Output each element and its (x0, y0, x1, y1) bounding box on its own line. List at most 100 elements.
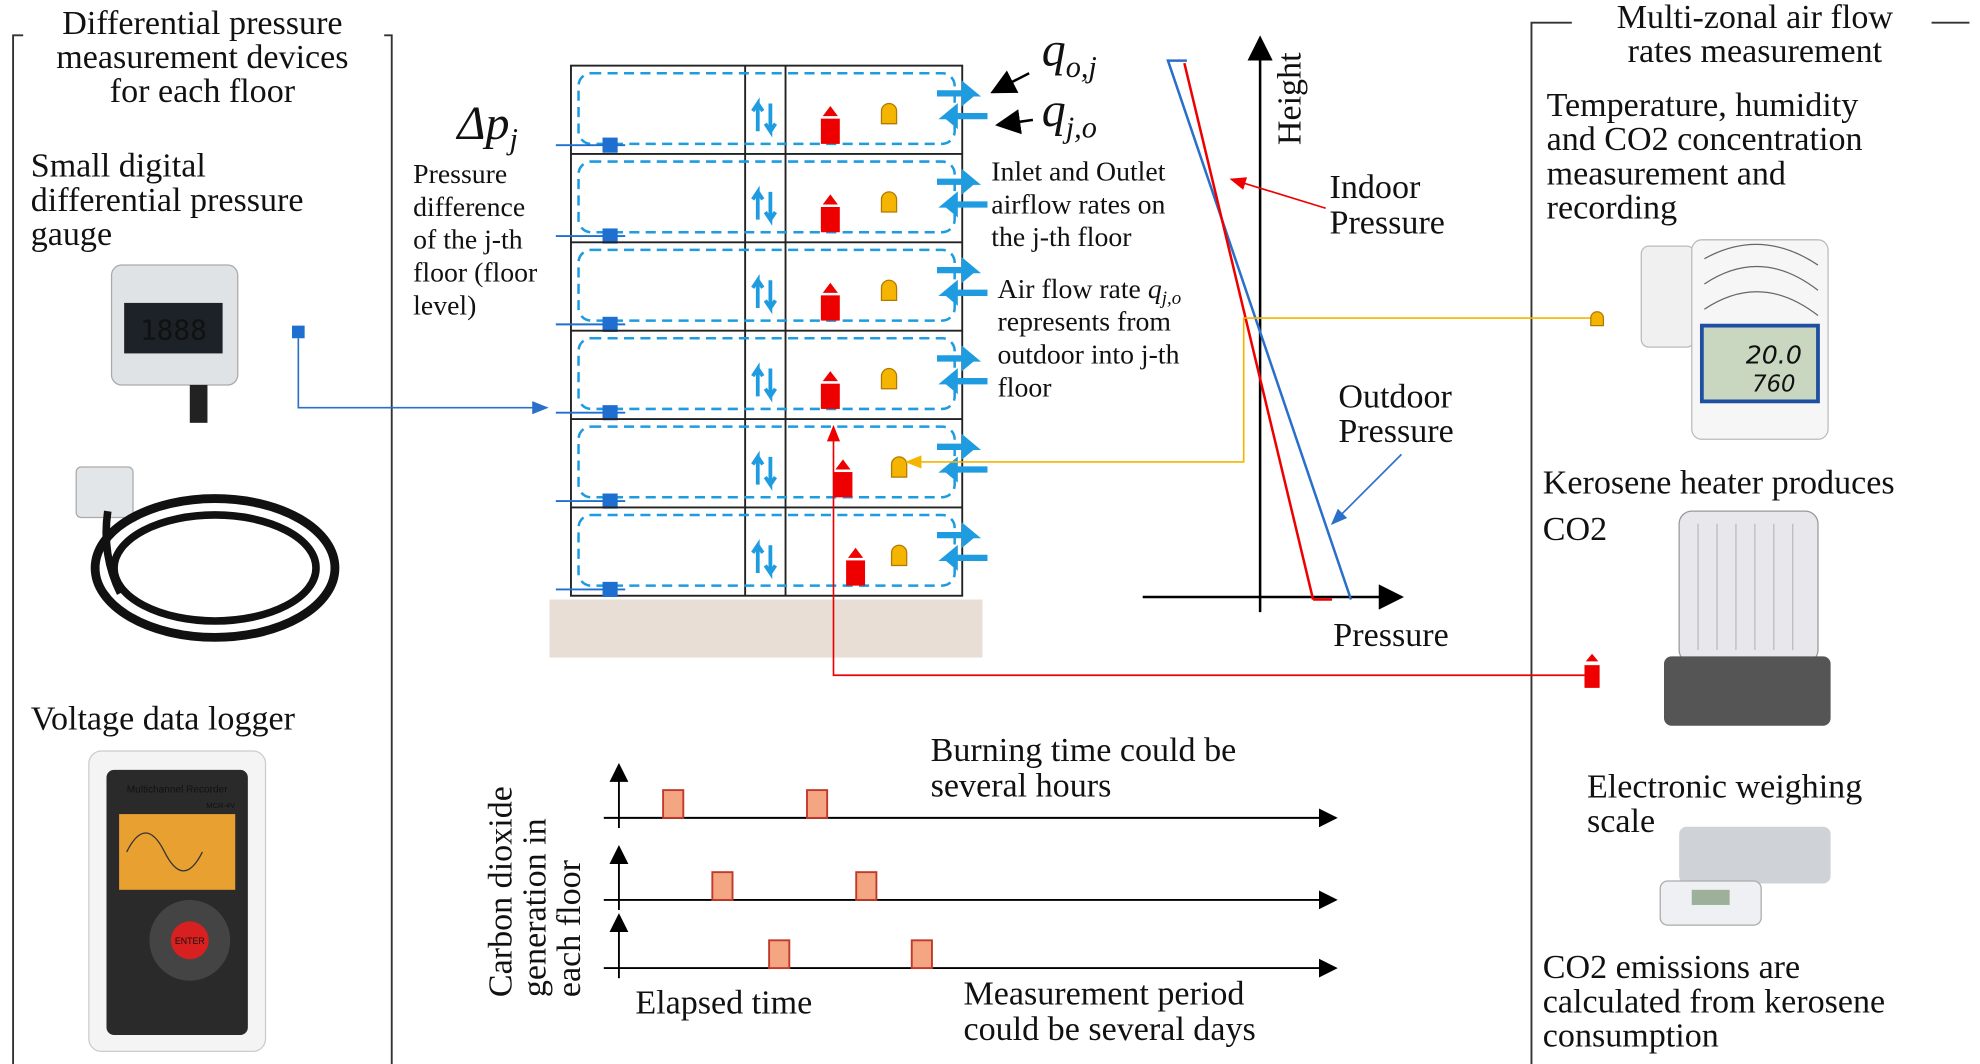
label: differential pressure (31, 182, 304, 219)
core-flow (751, 362, 778, 403)
panel-title: Differential pressure (62, 5, 342, 42)
heater-photo (1663, 510, 1831, 726)
label: Kerosene heater produces (1543, 465, 1895, 502)
heater-icon (846, 560, 866, 586)
heater-icon (820, 206, 840, 233)
dp-sensor (602, 581, 618, 598)
co2-sensor (890, 544, 908, 567)
pressure-graph: Height Pressure Indoor Pressure Outdoor … (1142, 35, 1454, 654)
note: of the j-th (413, 225, 523, 256)
burn-period (910, 939, 933, 970)
heater-icon (835, 459, 851, 470)
indoor-line (1183, 62, 1315, 600)
axis-label: Height (1271, 52, 1308, 145)
axis-label: Elapsed time (635, 985, 812, 1022)
outflow (936, 168, 982, 195)
heater-icon (1584, 653, 1600, 688)
co2-sensor (880, 367, 898, 390)
inflow (938, 191, 988, 218)
inflow (938, 103, 988, 130)
label: and CO2 concentration (1547, 121, 1863, 158)
label: measurement and (1547, 155, 1786, 192)
display: 760 (1752, 371, 1795, 397)
label: Electronic weighing (1587, 769, 1862, 806)
burn-period (855, 871, 878, 901)
note: outdoor into j-th (998, 340, 1180, 371)
core-flow (751, 273, 778, 315)
heater-icon (822, 194, 838, 205)
label: CO2 emissions are (1543, 949, 1800, 986)
dp-label: Δpj (455, 97, 518, 156)
connector (826, 424, 1585, 677)
dp-sensor (602, 228, 618, 244)
note: airflow rates on (991, 189, 1165, 220)
scale-photo (1659, 826, 1831, 926)
right-panel: Multi-zonal air flow rates measurement T… (826, 0, 1970, 1064)
sensor-icon (1590, 311, 1605, 327)
outflow (936, 257, 982, 284)
inflow (938, 544, 988, 571)
device-text: ENTER (175, 936, 205, 946)
zone (577, 248, 956, 322)
label: Outdoor (1338, 379, 1452, 416)
note: the j-th floor (991, 222, 1131, 253)
dp-sensor (602, 493, 618, 509)
burn-period (806, 789, 829, 819)
co2-sensor (880, 279, 898, 302)
connector (905, 317, 1594, 469)
label: calculated from kerosene (1543, 983, 1885, 1020)
note: several hours (931, 767, 1112, 804)
note: Burning time could be (931, 732, 1237, 769)
heater-icon (822, 371, 838, 382)
timeline: Carbon dioxide generation in each floor … (483, 732, 1338, 1048)
zone (577, 71, 956, 146)
panel-title: for each floor (110, 73, 296, 110)
panel-title: rates measurement (1628, 33, 1883, 70)
label: Voltage data logger (31, 701, 296, 738)
axis-label: generation in (517, 818, 554, 997)
note: Measurement period (963, 976, 1244, 1013)
panel-title: Multi-zonal air flow (1617, 0, 1894, 36)
device-text: Multichannel Recorder (127, 785, 228, 796)
left-panel: Differential pressure measurement device… (12, 5, 549, 1064)
axis-label: Carbon dioxide (483, 786, 520, 997)
building: Δpj Pressure difference of the j-th floo… (413, 24, 1181, 658)
connector (297, 338, 549, 415)
panel-frame (12, 34, 393, 1064)
heater-icon (822, 106, 838, 117)
note: floor (floor (413, 257, 537, 288)
zone (577, 513, 956, 587)
axis-label: Pressure (1333, 617, 1448, 654)
ground (549, 599, 983, 658)
dp-sensor (602, 137, 618, 153)
zone (577, 160, 956, 234)
co2-sensor (880, 102, 898, 125)
device-text: MCR-4V (206, 801, 236, 810)
axis-label: each floor (551, 859, 588, 997)
display: 1888 (140, 314, 207, 347)
label: Small digital (31, 148, 206, 185)
core-flow (751, 97, 778, 138)
dp-sensor (602, 316, 618, 332)
heater-icon (820, 118, 840, 144)
heater-icon (820, 295, 840, 321)
note: represents from (998, 307, 1172, 338)
label: Indoor (1330, 169, 1421, 206)
panel-frame (1530, 21, 1970, 1064)
gauge-photo: 1888 (75, 264, 340, 642)
label: scale (1587, 803, 1655, 840)
zone (577, 336, 956, 411)
co2-sensor (880, 191, 898, 213)
inflow (938, 368, 988, 395)
note: difference (413, 192, 525, 223)
heater-icon (848, 547, 864, 558)
note: floor (998, 372, 1052, 403)
outflow (936, 345, 982, 372)
outflow (936, 522, 982, 549)
note: level) (413, 290, 476, 321)
sensor-icon (292, 325, 305, 339)
panel-title: measurement devices (56, 39, 348, 76)
sensor-photo: 20.0 760 (1640, 239, 1829, 440)
label: Temperature, humidity (1547, 87, 1859, 124)
